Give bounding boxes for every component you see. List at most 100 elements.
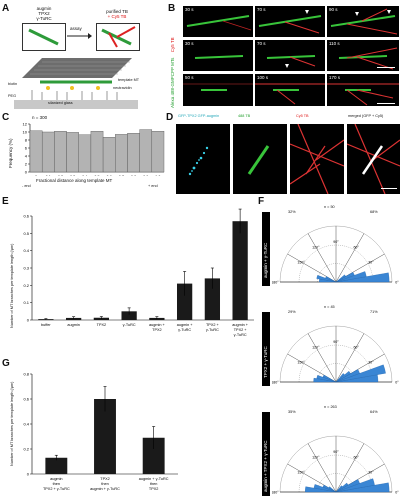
bar — [41, 131, 55, 173]
f1-right-pct: 68% — [370, 210, 378, 214]
x-tick-label: TPX2 — [152, 328, 162, 332]
time-label: 70 s — [257, 7, 266, 12]
angle-label: 90° — [333, 240, 339, 244]
left-schematic-mt — [28, 28, 59, 46]
y-tick-label: 0 — [27, 318, 30, 323]
panel-f: augmin + γ-TuRC TPX2 + γ-TuRC augmin + T… — [262, 204, 401, 500]
x-tick-label: buffer — [41, 323, 51, 327]
angle-label: 180° — [272, 281, 279, 285]
panel-d: GFP-TPX2 GFP-augmin 488 TB Cy5 TB merged… — [176, 114, 400, 196]
bar — [66, 132, 79, 173]
x-tick-label: 0.3 — [70, 175, 75, 176]
y-tick-label: 0 — [27, 472, 30, 477]
angle-label: 30° — [368, 260, 374, 264]
bar — [232, 221, 248, 320]
f2-left-pct: 29% — [288, 310, 296, 314]
chart-c-svg: 0 2 4 6 8 10 12 0 0.1 0.2 0.3 0.4 0.5 0.6 0.7 0.8 0.9 1.0 — [23, 122, 165, 176]
bar — [142, 437, 165, 474]
panel-label-c: C — [2, 112, 10, 123]
bar — [45, 457, 68, 474]
x-tick-label: then — [101, 482, 108, 486]
angle-label: 30° — [368, 360, 374, 364]
x-tick-label: 0.1 — [46, 175, 51, 176]
panel-label-b: B — [168, 3, 176, 14]
x-tick-label: 0.6 — [107, 175, 112, 176]
tile-r2c3: 110 s — [327, 40, 399, 71]
y-tick-label: 0.4 — [23, 248, 29, 253]
time-label: 70 s — [257, 41, 266, 46]
angle-label: 120° — [312, 346, 320, 350]
d-gfp-image — [188, 146, 209, 176]
y-tick-label: 10 — [23, 130, 28, 135]
f-group-label-3: augmin + TPX2 + γ-TuRC — [263, 440, 268, 492]
bar — [127, 133, 140, 173]
d-tile-gfp — [176, 124, 230, 194]
x-tick-label: 0.5 — [94, 175, 99, 176]
bar — [54, 131, 67, 173]
tile-image — [255, 83, 325, 105]
panel-label-e: E — [2, 196, 9, 207]
x-tick-label: augmin + γ-TuRC — [90, 487, 120, 491]
x-tick-label: γ-TuRC — [234, 333, 247, 337]
angle-label: 90° — [333, 450, 339, 454]
rose-plot-1: 90° 120° 60° 150° 30° 180° 0° — [272, 225, 399, 285]
bar — [139, 129, 153, 173]
surface-schematic — [14, 58, 138, 109]
f3-right-pct: 64% — [370, 410, 378, 414]
x-tick-label: 1.0 — [155, 175, 160, 176]
panel-a-right-title: purified TB + Cy5 TB — [94, 9, 140, 19]
rose-plot-3: 90° 120° 60° 150° 30° 180° 0° — [272, 435, 399, 495]
x-tick-label: augmin + — [149, 323, 166, 327]
f-group-label-2: TPX2 + γ-TuRC — [263, 346, 268, 378]
y-tick-label: 6 — [25, 146, 28, 151]
x-tick-label: TPX2 + — [206, 323, 220, 327]
f1-left-pct: 32% — [288, 210, 296, 214]
bar — [176, 283, 193, 320]
right-schematic-box — [96, 23, 140, 51]
x-tick-label: γ-TuRC — [206, 328, 219, 332]
rose-petal — [305, 486, 337, 493]
time-label: 50 s — [185, 75, 194, 80]
bar — [102, 137, 116, 173]
x-tick-label: TPX2 + — [234, 328, 248, 332]
tile-image — [327, 83, 399, 106]
x-tick-label: 0.4 — [82, 175, 87, 176]
left-title-line-1: augmin — [36, 6, 52, 11]
polar-spoke — [335, 333, 365, 383]
y-tick-label: 0.2 — [23, 447, 29, 452]
panel-label-d: D — [166, 112, 174, 123]
angle-label: 150° — [297, 260, 305, 264]
x-tick-label: TPX2 + γ-TuRC — [43, 487, 70, 491]
f-sidebar-1: augmin + γ-TuRC — [262, 212, 270, 286]
f-sidebar-2: TPX2 + γ-TuRC — [262, 312, 270, 386]
angle-label: 60° — [353, 346, 359, 350]
angle-label: 60° — [353, 456, 359, 460]
bar — [90, 131, 104, 173]
tile-r3c3: 170 s — [327, 74, 399, 106]
d-merged-image — [347, 124, 400, 194]
d-cy5-image — [290, 124, 344, 194]
chart-c-xlabel: Fractional distance along template MT — [36, 178, 113, 183]
polar-spoke — [335, 233, 365, 283]
angle-label: 120° — [312, 246, 320, 250]
x-tick-label: then — [150, 482, 157, 486]
angle-label: 150° — [297, 360, 305, 364]
left-title-line-3: γ-TuRC — [36, 16, 52, 21]
left-schematic-box — [22, 23, 66, 51]
y-tick-label: 0.1 — [23, 300, 29, 305]
angle-label: 0° — [395, 281, 399, 285]
label-template-mt: template MT — [118, 78, 140, 82]
label-silanized-glass: silanized glass — [48, 101, 73, 105]
rose-petal — [316, 275, 337, 283]
angle-label: 180° — [272, 381, 279, 385]
bar — [115, 134, 128, 173]
x-tick-label: TPX2 — [149, 487, 159, 491]
polar-spoke — [335, 443, 365, 493]
time-label: 170 s — [329, 75, 341, 80]
assay-arrow — [67, 33, 92, 39]
side-label-red: Cy5 TB — [170, 37, 175, 53]
panel-g: Number of MT branches per template lengt… — [8, 366, 248, 496]
x-tick-label: 0.7 — [119, 175, 124, 176]
rose-petal — [335, 271, 355, 283]
